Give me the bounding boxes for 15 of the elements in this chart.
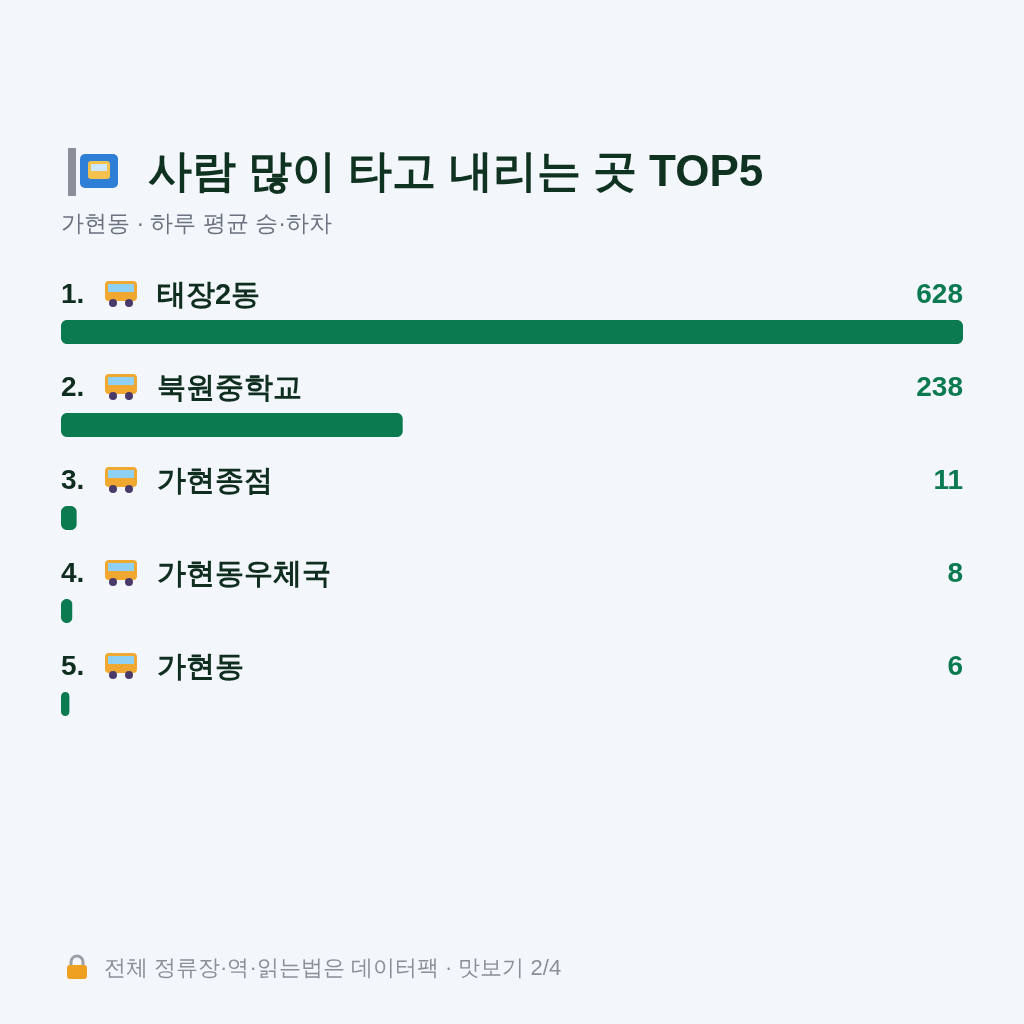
category-label: 4. 가현동우체국 <box>61 557 331 589</box>
category-label: 5. 가현동 <box>61 650 244 682</box>
category-label: 3. 가현종점 <box>61 464 273 496</box>
chart-title: 사람 많이 타고 내리는 곳 TOP5 <box>148 145 764 197</box>
bar <box>61 413 403 437</box>
data-label: 6 <box>947 650 963 681</box>
category-label: 1. 태장2동 <box>61 278 261 310</box>
text: 전체 정류장·역·읽는법은 데이터팩 · 맛보기 2/4 <box>104 954 562 982</box>
data-label: 8 <box>947 557 963 588</box>
category-label: 2. 북원중학교 <box>61 371 302 403</box>
data-label: 628 <box>916 278 963 309</box>
chart-subtitle: 가현동 · 하루 평균 승·하차 <box>61 209 332 238</box>
data-label: 238 <box>916 371 963 402</box>
data-label: 11 <box>933 464 963 495</box>
bar <box>61 320 963 344</box>
